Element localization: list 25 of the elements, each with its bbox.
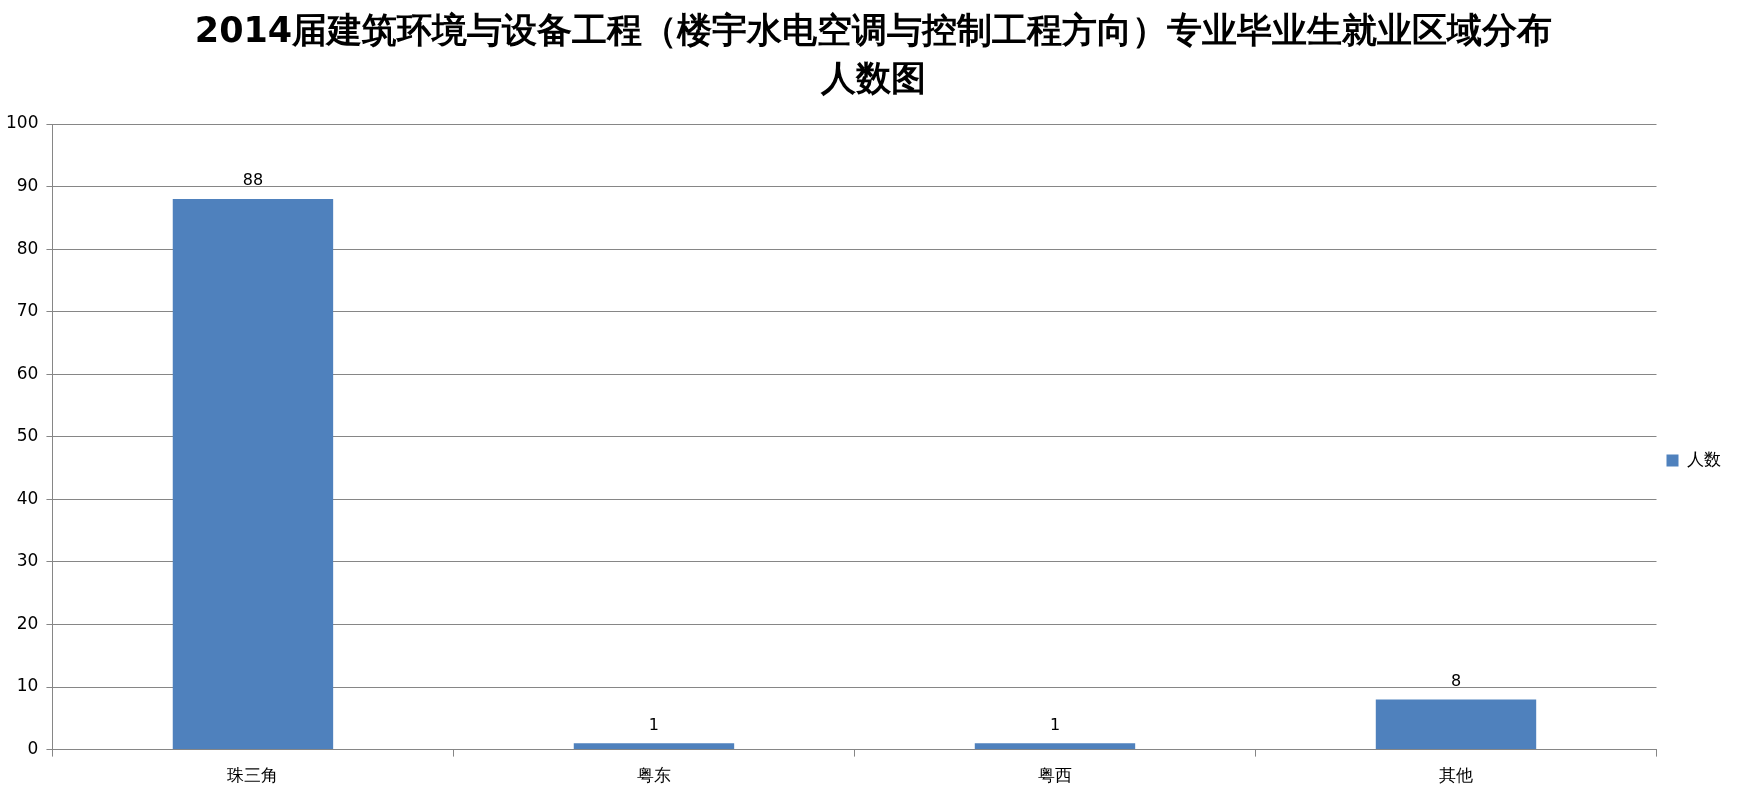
- data-label: 1: [648, 714, 660, 734]
- y-tick-label: 80: [16, 237, 39, 258]
- bar: [974, 743, 1136, 750]
- y-tick-label: 10: [16, 675, 39, 696]
- y-tick-label: 70: [16, 300, 39, 321]
- chart-title: 2014届建筑环境与设备工程（楼宇水电空调与控制工程方向）专业毕业生就业区域分布人数图: [193, 9, 1554, 100]
- bar: [1375, 699, 1537, 750]
- legend-label: 人数: [1687, 448, 1721, 469]
- x-tick-label: 其他: [1438, 765, 1473, 786]
- y-tick-label: 0: [27, 738, 39, 759]
- y-tick-label: 50: [16, 425, 39, 446]
- x-tick-label: 粤西: [1037, 765, 1072, 786]
- y-tick-label: 30: [16, 550, 39, 571]
- x-tick-label: 珠三角: [227, 765, 279, 786]
- x-tick-label: 粤东: [636, 765, 671, 786]
- y-tick-label: 60: [16, 362, 39, 383]
- bar: [573, 743, 735, 750]
- y-tick-label: 40: [16, 487, 39, 508]
- y-tick-label: 20: [16, 612, 39, 633]
- bar: [172, 199, 334, 750]
- y-tick-label: 90: [16, 174, 39, 195]
- y-tick-label: 100: [5, 112, 39, 133]
- data-label: 1: [1049, 714, 1061, 734]
- data-label: 88: [242, 170, 264, 190]
- data-label: 8: [1450, 670, 1462, 690]
